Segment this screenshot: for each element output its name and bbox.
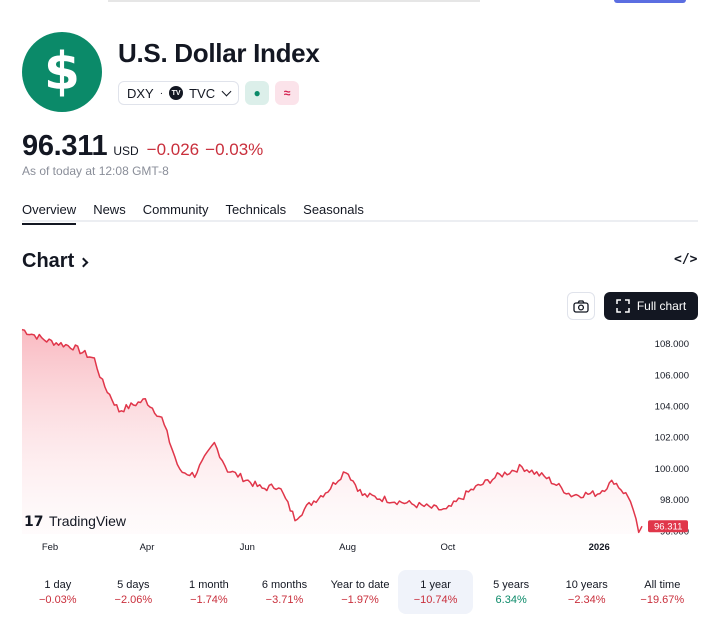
period-label: 1 year bbox=[420, 578, 451, 591]
tab-technicals[interactable]: Technicals bbox=[225, 202, 287, 217]
period-label: 6 months bbox=[261, 578, 308, 591]
tabs-divider bbox=[22, 220, 698, 222]
symbol-logo: $ bbox=[22, 32, 102, 112]
y-axis-ticks: 108.000 106.000 104.000 102.000 100.000 98.00… bbox=[655, 339, 689, 537]
period-all-time[interactable]: All time −19.67% bbox=[625, 570, 701, 614]
top-action-pill[interactable] bbox=[614, 0, 686, 3]
x-axis-ticks: Feb Apr Jun Aug Oct 2026 bbox=[42, 542, 610, 553]
top-search-bar-edge bbox=[108, 0, 480, 2]
x-tick-label: Apr bbox=[140, 542, 155, 553]
last-price-marker-text: 96.311 bbox=[654, 522, 682, 533]
last-price: 96.311 bbox=[22, 130, 108, 162]
period-value: −1.74% bbox=[190, 593, 228, 606]
period-value: −2.34% bbox=[567, 593, 606, 606]
period-1-day[interactable]: 1 day −0.03% bbox=[20, 570, 96, 614]
period-10-years[interactable]: 10 years −2.34% bbox=[549, 570, 625, 614]
tab-overview[interactable]: Overview bbox=[22, 202, 77, 225]
derived-data-badge[interactable]: ≈ bbox=[275, 81, 300, 105]
period-5-years[interactable]: 5 years 6.34% bbox=[473, 570, 549, 614]
embed-code-icon[interactable]: </> bbox=[674, 252, 698, 267]
price-change-percent: −0.03% bbox=[205, 140, 264, 159]
period-value: −1.97% bbox=[341, 593, 379, 606]
quote-row: 96.311 USD −0.026 −0.03% bbox=[22, 130, 263, 163]
ticker-label: DXY bbox=[127, 85, 154, 101]
chart-area-fill bbox=[22, 329, 642, 534]
period-value: 6.34% bbox=[495, 593, 527, 606]
y-tick-label: 102.000 bbox=[655, 433, 689, 444]
period-label: 1 day bbox=[44, 578, 72, 591]
snapshot-button[interactable] bbox=[567, 292, 595, 320]
period-label: 5 years bbox=[493, 578, 530, 591]
x-tick-label: 2026 bbox=[589, 542, 610, 553]
full-chart-button[interactable]: Full chart bbox=[604, 292, 698, 320]
period-label: 10 years bbox=[565, 578, 608, 591]
chevron-right-icon bbox=[78, 257, 89, 268]
period-1-year[interactable]: 1 year −10.74% bbox=[397, 570, 474, 614]
last-price-marker: 96.311 bbox=[648, 520, 688, 533]
currency-label: USD bbox=[113, 144, 139, 158]
full-chart-label: Full chart bbox=[636, 299, 687, 313]
watermark-label: TradingView bbox=[49, 513, 127, 529]
x-tick-label: Oct bbox=[441, 542, 456, 553]
period-value: −0.03% bbox=[38, 593, 77, 606]
period-1-month[interactable]: 1 month −1.74% bbox=[171, 570, 247, 614]
period-year-to-date[interactable]: Year to date −1.97% bbox=[322, 570, 398, 614]
period-label: 5 days bbox=[117, 578, 150, 591]
separator-dot: · bbox=[159, 87, 164, 99]
camera-icon bbox=[573, 299, 589, 313]
exchange-label: TVC bbox=[189, 85, 216, 101]
market-status-badge[interactable]: ● bbox=[245, 81, 270, 105]
period-label: Year to date bbox=[330, 578, 390, 591]
y-tick-label: 108.000 bbox=[655, 339, 689, 350]
period-6-months[interactable]: 6 months −3.71% bbox=[247, 570, 323, 614]
page-title: U.S. Dollar Index bbox=[118, 38, 320, 68]
chart-price-line bbox=[21, 328, 643, 534]
period-value: −3.71% bbox=[265, 593, 304, 606]
x-tick-label: Aug bbox=[339, 542, 356, 553]
chart-heading-label: Chart bbox=[22, 250, 75, 272]
tradingview-logo-icon: 17 bbox=[24, 514, 43, 530]
period-value: −2.06% bbox=[114, 593, 153, 606]
period-performance-strip: 1 day −0.03% 5 days −2.06% 1 month −1.74% 6… bbox=[20, 570, 700, 614]
x-tick-label: Jun bbox=[240, 542, 255, 553]
y-tick-label: 98.000 bbox=[660, 495, 689, 506]
ticker-exchange-selector[interactable]: DXY · TV TVC bbox=[118, 81, 240, 105]
tab-community[interactable]: Community bbox=[142, 202, 209, 217]
price-change: −0.026 bbox=[146, 140, 200, 159]
price-chart[interactable]: 108.000 106.000 104.000 102.000 100.000 98.00… bbox=[0, 320, 720, 560]
period-label: 1 month bbox=[189, 578, 229, 591]
tab-seasonals[interactable]: Seasonals bbox=[303, 202, 364, 217]
y-tick-label: 100.000 bbox=[655, 464, 689, 475]
period-label: All time bbox=[644, 578, 681, 591]
fullscreen-icon bbox=[616, 299, 630, 313]
tradingview-watermark: 17 TradingView bbox=[24, 513, 127, 530]
period-5-days[interactable]: 5 days −2.06% bbox=[96, 570, 172, 614]
chevron-down-icon bbox=[221, 86, 232, 96]
symbol-tags: DXY · TV TVC ● ≈ bbox=[118, 81, 300, 105]
period-value: −10.74% bbox=[413, 593, 458, 606]
chart-heading-link[interactable]: Chart bbox=[22, 250, 89, 273]
y-tick-label: 104.000 bbox=[655, 402, 689, 413]
tab-news[interactable]: News bbox=[93, 202, 126, 217]
exchange-icon: TV bbox=[169, 86, 184, 100]
quote-timestamp: As of today at 12:08 GMT-8 bbox=[22, 164, 169, 178]
symbol-tabs: Overview News Community Technicals Seaso… bbox=[22, 202, 364, 225]
dollar-icon: $ bbox=[43, 42, 81, 102]
period-value: −19.67% bbox=[640, 593, 685, 606]
x-tick-label: Feb bbox=[42, 542, 58, 553]
y-tick-label: 106.000 bbox=[655, 370, 689, 381]
